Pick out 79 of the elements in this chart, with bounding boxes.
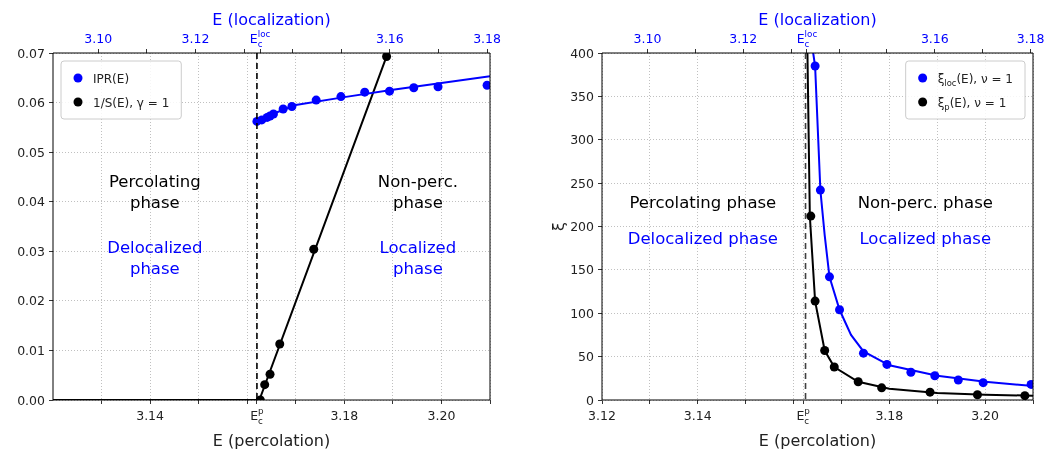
x-tick-label: 3.18 <box>875 408 904 423</box>
x-tick-label: 3.12 <box>588 408 616 423</box>
point <box>820 346 830 356</box>
x2-tick-label: 3.10 <box>633 31 662 46</box>
point <box>815 185 825 195</box>
x-tick-label: 3.14 <box>136 408 165 423</box>
x2-tick-label: 3.10 <box>84 31 113 46</box>
y-tick-label: 50 <box>578 349 595 365</box>
y-axis-title: ξ <box>549 221 568 231</box>
point <box>810 61 820 71</box>
y-tick-label: 0.01 <box>17 342 46 358</box>
point <box>278 104 288 114</box>
point <box>906 367 916 377</box>
x2-axis-title: E (localization) <box>758 10 877 29</box>
point <box>829 362 839 372</box>
point <box>287 102 297 112</box>
point <box>806 211 816 221</box>
x-tick-label: 3.14 <box>683 408 712 423</box>
point <box>1020 391 1030 400</box>
y-tick-label: 0 <box>586 392 595 408</box>
point <box>930 371 940 381</box>
x2-axis-title: E (localization) <box>212 10 331 29</box>
point <box>877 383 887 393</box>
x-tick-label: 3.18 <box>330 408 359 423</box>
point <box>972 390 982 400</box>
x2-tick-label: 3.18 <box>1016 31 1045 46</box>
annotation: Percolating phase <box>629 193 777 213</box>
point <box>953 375 963 385</box>
point <box>433 82 443 92</box>
x-axis-title: E (percolation) <box>758 431 877 450</box>
y-tick-label: 0.02 <box>17 293 46 309</box>
y-tick-label: 0.00 <box>17 392 46 408</box>
point <box>835 305 845 315</box>
annotation: Non-perc. phase <box>857 193 993 213</box>
point <box>925 387 935 397</box>
y-tick-label: 200 <box>570 219 595 234</box>
point <box>260 380 270 390</box>
y-tick-label: 0.03 <box>17 243 46 259</box>
point <box>309 244 319 254</box>
point <box>275 339 285 349</box>
y-tick-label: 150 <box>570 262 595 278</box>
point <box>384 86 394 96</box>
point <box>858 348 868 358</box>
y-tick-label: 250 <box>570 175 595 191</box>
y-tick-label: 0.04 <box>17 194 46 210</box>
x2-tick-label: 3.18 <box>473 31 502 46</box>
x2-tick-label: 3.12 <box>181 31 210 46</box>
point <box>311 95 321 105</box>
annotation: Localized phase <box>379 238 457 279</box>
point <box>978 378 988 388</box>
annotation: Delocalized phase <box>107 238 203 279</box>
annotation: Non-perc. phase <box>377 172 459 213</box>
annotation: Delocalized phase <box>627 229 778 249</box>
point <box>409 83 419 93</box>
y-tick-label: 0.06 <box>17 95 46 111</box>
y-tick-label: 0.05 <box>17 144 46 160</box>
legend-label: IPR(E) <box>93 71 130 86</box>
y-tick-label: 300 <box>570 132 595 148</box>
x-tick-label: 3.20 <box>427 408 456 423</box>
x-tick-label: 3.20 <box>971 408 1000 423</box>
annotation: Localized phase <box>859 229 992 249</box>
y-tick-label: 0.07 <box>17 45 46 61</box>
point <box>382 53 392 61</box>
x2-tick-label: 3.12 <box>729 31 758 46</box>
annotation: Percolating phase <box>108 172 201 213</box>
point <box>853 377 863 387</box>
point <box>336 92 346 102</box>
point <box>824 272 834 282</box>
x2-tick-label: 3.16 <box>375 31 404 46</box>
x-axis-title: E (percolation) <box>212 431 331 450</box>
y-tick-label: 350 <box>570 88 595 104</box>
point <box>360 87 370 97</box>
point <box>810 296 820 306</box>
y-tick-label: 400 <box>570 45 595 61</box>
point <box>882 359 892 369</box>
y-tick-label: 100 <box>570 305 595 321</box>
point <box>265 369 275 379</box>
legend-label: 1/S(E), γ = 1 <box>93 95 170 110</box>
x2-tick-label: 3.16 <box>920 31 949 46</box>
